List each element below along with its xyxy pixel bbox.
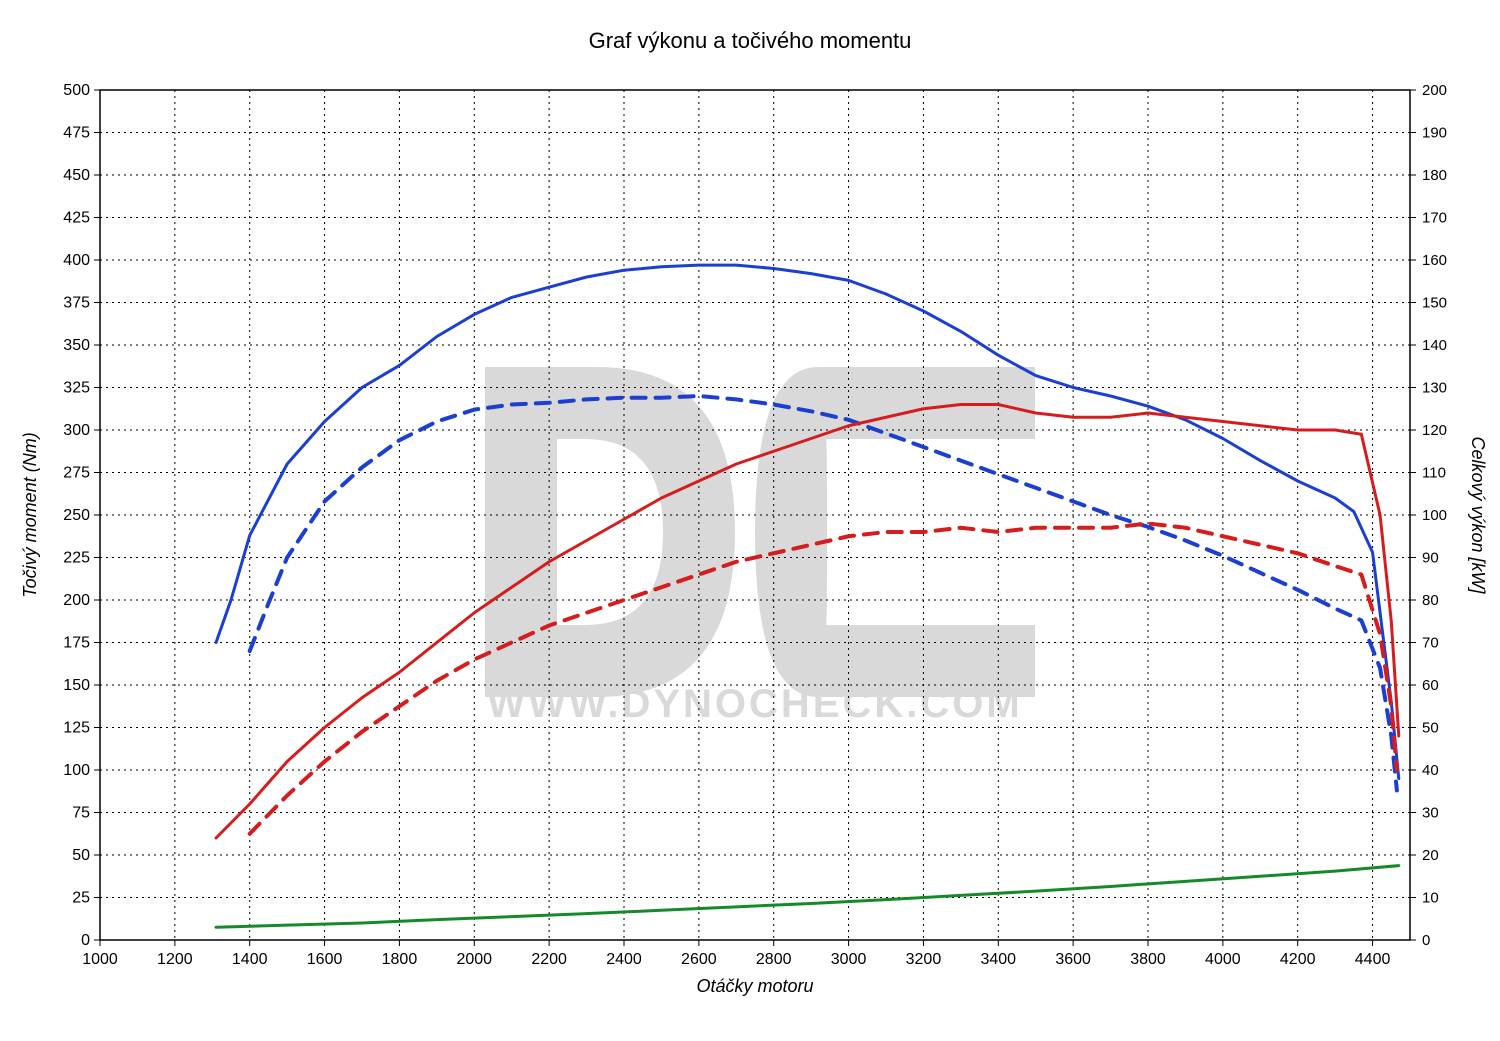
- watermark: WWW.DYNOCHECK.COM: [485, 367, 1035, 726]
- svg-text:3800: 3800: [1130, 951, 1166, 968]
- svg-text:80: 80: [1422, 592, 1439, 609]
- svg-text:2400: 2400: [606, 951, 642, 968]
- svg-text:325: 325: [63, 380, 90, 397]
- svg-text:2600: 2600: [681, 951, 717, 968]
- svg-text:450: 450: [63, 167, 90, 184]
- svg-text:0: 0: [1422, 932, 1430, 949]
- y-axis-left-ticks: 0 25 50 75 100 125 150 175 200 225 250 275 300 325 350…: [63, 82, 90, 949]
- svg-text:140: 140: [1422, 337, 1447, 354]
- svg-text:160: 160: [1422, 252, 1447, 269]
- svg-text:4000: 4000: [1205, 951, 1241, 968]
- svg-text:3400: 3400: [980, 951, 1016, 968]
- svg-text:1400: 1400: [232, 951, 268, 968]
- svg-text:0: 0: [81, 932, 90, 949]
- svg-text:150: 150: [1422, 295, 1447, 312]
- svg-text:120: 120: [1422, 422, 1447, 439]
- svg-text:4400: 4400: [1355, 951, 1391, 968]
- svg-text:100: 100: [1422, 507, 1447, 524]
- svg-text:425: 425: [63, 210, 90, 227]
- svg-text:175: 175: [63, 635, 90, 652]
- svg-text:1600: 1600: [307, 951, 343, 968]
- svg-text:500: 500: [63, 82, 90, 99]
- svg-text:250: 250: [63, 507, 90, 524]
- svg-text:75: 75: [72, 805, 90, 822]
- svg-text:3000: 3000: [831, 951, 867, 968]
- y-axis-right-ticks: 0 10 20 30 40 50 60 70 80 90 100 110 120 130 140 150 160…: [1422, 82, 1447, 949]
- watermark-url: WWW.DYNOCHECK.COM: [487, 682, 1022, 726]
- svg-text:150: 150: [63, 677, 90, 694]
- svg-text:225: 225: [63, 550, 90, 567]
- svg-text:2200: 2200: [531, 951, 567, 968]
- svg-text:200: 200: [63, 592, 90, 609]
- chart-grid: [94, 90, 1416, 946]
- svg-text:90: 90: [1422, 550, 1439, 567]
- svg-text:1800: 1800: [382, 951, 418, 968]
- svg-text:1200: 1200: [157, 951, 193, 968]
- svg-text:2000: 2000: [456, 951, 492, 968]
- svg-text:1000: 1000: [82, 951, 118, 968]
- svg-text:3200: 3200: [906, 951, 942, 968]
- chart-title: Graf výkonu a točivého momentu: [589, 28, 912, 53]
- svg-text:180: 180: [1422, 167, 1447, 184]
- svg-text:50: 50: [72, 847, 90, 864]
- svg-text:400: 400: [63, 252, 90, 269]
- svg-text:30: 30: [1422, 805, 1439, 822]
- y-axis-right-label: Celkový výkon [kW]: [1468, 436, 1488, 594]
- svg-text:10: 10: [1422, 890, 1439, 907]
- svg-text:475: 475: [63, 125, 90, 142]
- svg-text:170: 170: [1422, 210, 1447, 227]
- x-axis-ticks: 1000 1200 1400 1600 1800 2000 2200 2400 2600 2800…: [82, 951, 1390, 968]
- svg-text:4200: 4200: [1280, 951, 1316, 968]
- x-axis-label: Otáčky motoru: [696, 976, 813, 996]
- svg-text:20: 20: [1422, 847, 1439, 864]
- svg-text:3600: 3600: [1055, 951, 1091, 968]
- svg-text:190: 190: [1422, 125, 1447, 142]
- svg-text:40: 40: [1422, 762, 1439, 779]
- svg-text:350: 350: [63, 337, 90, 354]
- svg-text:375: 375: [63, 295, 90, 312]
- svg-text:275: 275: [63, 465, 90, 482]
- svg-text:110: 110: [1422, 465, 1446, 482]
- dyno-chart: Graf výkonu a točivého momentu WWW.DYNOC…: [0, 0, 1500, 1041]
- svg-text:25: 25: [72, 890, 90, 907]
- svg-text:60: 60: [1422, 677, 1439, 694]
- svg-text:200: 200: [1422, 82, 1447, 99]
- y-axis-left-label: Točivý moment (Nm): [20, 432, 40, 597]
- svg-text:125: 125: [63, 720, 90, 737]
- svg-text:100: 100: [63, 762, 90, 779]
- svg-text:70: 70: [1422, 635, 1439, 652]
- svg-text:2800: 2800: [756, 951, 792, 968]
- svg-text:50: 50: [1422, 720, 1439, 737]
- svg-text:130: 130: [1422, 380, 1447, 397]
- svg-text:300: 300: [63, 422, 90, 439]
- series-loss_power: [216, 866, 1399, 928]
